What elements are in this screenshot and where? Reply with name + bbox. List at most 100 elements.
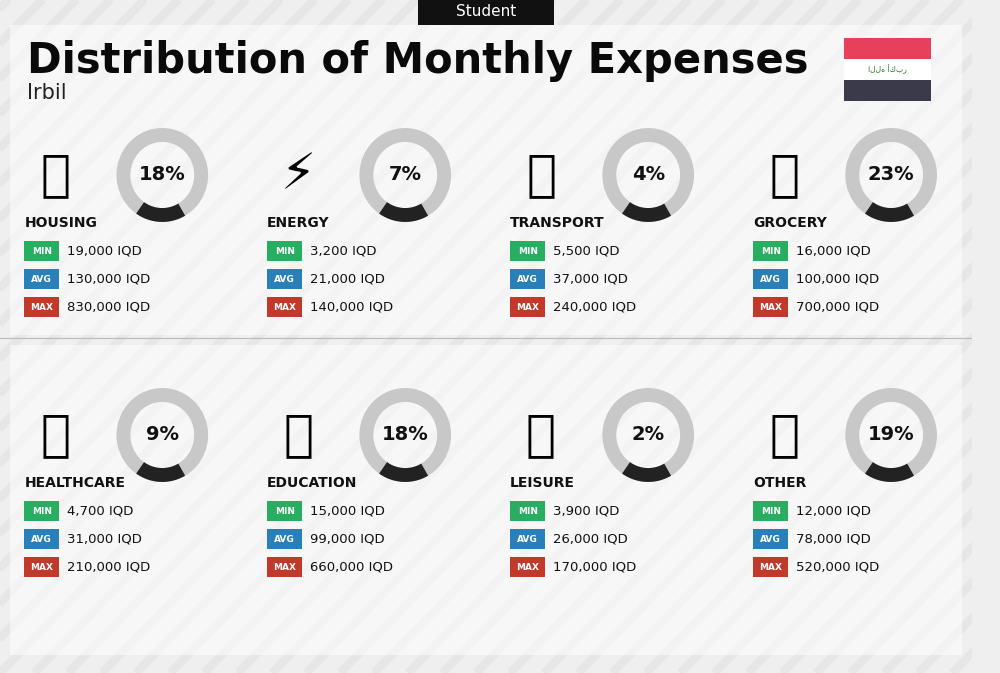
Text: MAX: MAX bbox=[273, 563, 296, 571]
Text: MIN: MIN bbox=[275, 246, 295, 256]
Text: MAX: MAX bbox=[30, 563, 53, 571]
Text: 🚌: 🚌 bbox=[526, 151, 556, 199]
FancyBboxPatch shape bbox=[753, 269, 788, 289]
FancyBboxPatch shape bbox=[24, 501, 59, 521]
FancyBboxPatch shape bbox=[24, 269, 59, 289]
Text: Irbil: Irbil bbox=[27, 83, 67, 103]
FancyBboxPatch shape bbox=[267, 529, 302, 549]
FancyBboxPatch shape bbox=[267, 269, 302, 289]
FancyBboxPatch shape bbox=[267, 501, 302, 521]
Text: 🛍️: 🛍️ bbox=[526, 411, 556, 459]
Text: MAX: MAX bbox=[516, 563, 539, 571]
Text: ⚡: ⚡ bbox=[281, 151, 316, 199]
FancyBboxPatch shape bbox=[510, 557, 545, 577]
FancyBboxPatch shape bbox=[510, 529, 545, 549]
Text: MIN: MIN bbox=[275, 507, 295, 516]
Text: MAX: MAX bbox=[759, 563, 782, 571]
Text: 660,000 IQD: 660,000 IQD bbox=[310, 561, 393, 573]
Text: HEALTHCARE: HEALTHCARE bbox=[24, 476, 125, 490]
Text: 78,000 IQD: 78,000 IQD bbox=[796, 532, 871, 546]
Text: GROCERY: GROCERY bbox=[753, 216, 827, 230]
FancyBboxPatch shape bbox=[267, 557, 302, 577]
FancyBboxPatch shape bbox=[24, 241, 59, 261]
Text: EDUCATION: EDUCATION bbox=[267, 476, 358, 490]
FancyBboxPatch shape bbox=[510, 501, 545, 521]
Text: 37,000 IQD: 37,000 IQD bbox=[553, 273, 628, 285]
Text: 100,000 IQD: 100,000 IQD bbox=[796, 273, 879, 285]
FancyBboxPatch shape bbox=[753, 529, 788, 549]
FancyBboxPatch shape bbox=[844, 80, 931, 101]
FancyBboxPatch shape bbox=[510, 297, 545, 317]
Text: 18%: 18% bbox=[139, 166, 186, 184]
Text: 🏥: 🏥 bbox=[40, 411, 70, 459]
FancyBboxPatch shape bbox=[24, 529, 59, 549]
Text: Student: Student bbox=[456, 5, 516, 20]
Text: 210,000 IQD: 210,000 IQD bbox=[67, 561, 150, 573]
Text: MIN: MIN bbox=[518, 246, 538, 256]
Text: AVG: AVG bbox=[760, 534, 781, 544]
Text: 19%: 19% bbox=[868, 425, 914, 444]
Text: AVG: AVG bbox=[517, 534, 538, 544]
Text: ENERGY: ENERGY bbox=[267, 216, 330, 230]
FancyBboxPatch shape bbox=[24, 557, 59, 577]
Text: 7%: 7% bbox=[389, 166, 422, 184]
FancyBboxPatch shape bbox=[510, 241, 545, 261]
Text: 170,000 IQD: 170,000 IQD bbox=[553, 561, 636, 573]
Text: 830,000 IQD: 830,000 IQD bbox=[67, 301, 150, 314]
Text: MAX: MAX bbox=[516, 302, 539, 312]
Text: MIN: MIN bbox=[32, 246, 52, 256]
Text: AVG: AVG bbox=[760, 275, 781, 283]
Text: 🎓: 🎓 bbox=[283, 411, 313, 459]
Text: 99,000 IQD: 99,000 IQD bbox=[310, 532, 385, 546]
FancyBboxPatch shape bbox=[844, 38, 931, 59]
Text: 5,500 IQD: 5,500 IQD bbox=[553, 244, 619, 258]
Text: AVG: AVG bbox=[517, 275, 538, 283]
Text: MIN: MIN bbox=[761, 246, 781, 256]
FancyBboxPatch shape bbox=[753, 297, 788, 317]
FancyBboxPatch shape bbox=[510, 269, 545, 289]
Text: MIN: MIN bbox=[761, 507, 781, 516]
FancyBboxPatch shape bbox=[267, 241, 302, 261]
Text: 4%: 4% bbox=[632, 166, 665, 184]
FancyBboxPatch shape bbox=[844, 59, 931, 80]
FancyBboxPatch shape bbox=[753, 501, 788, 521]
Text: 🏢: 🏢 bbox=[40, 151, 70, 199]
Text: 520,000 IQD: 520,000 IQD bbox=[796, 561, 879, 573]
Text: 700,000 IQD: 700,000 IQD bbox=[796, 301, 879, 314]
Text: 140,000 IQD: 140,000 IQD bbox=[310, 301, 393, 314]
Text: MAX: MAX bbox=[759, 302, 782, 312]
Text: MIN: MIN bbox=[32, 507, 52, 516]
Text: 23%: 23% bbox=[868, 166, 914, 184]
Text: 💰: 💰 bbox=[769, 411, 799, 459]
Text: TRANSPORT: TRANSPORT bbox=[510, 216, 605, 230]
Text: 4,700 IQD: 4,700 IQD bbox=[67, 505, 133, 518]
FancyBboxPatch shape bbox=[10, 345, 962, 655]
Text: HOUSING: HOUSING bbox=[24, 216, 97, 230]
Text: MAX: MAX bbox=[273, 302, 296, 312]
Text: 3,200 IQD: 3,200 IQD bbox=[310, 244, 377, 258]
Text: AVG: AVG bbox=[31, 275, 52, 283]
Text: 21,000 IQD: 21,000 IQD bbox=[310, 273, 385, 285]
Text: 130,000 IQD: 130,000 IQD bbox=[67, 273, 150, 285]
Text: 18%: 18% bbox=[382, 425, 429, 444]
Text: 12,000 IQD: 12,000 IQD bbox=[796, 505, 871, 518]
Text: LEISURE: LEISURE bbox=[510, 476, 575, 490]
Text: 16,000 IQD: 16,000 IQD bbox=[796, 244, 871, 258]
Text: 2%: 2% bbox=[632, 425, 665, 444]
Text: AVG: AVG bbox=[274, 534, 295, 544]
FancyBboxPatch shape bbox=[10, 25, 962, 335]
FancyBboxPatch shape bbox=[753, 241, 788, 261]
Text: 19,000 IQD: 19,000 IQD bbox=[67, 244, 142, 258]
Text: Distribution of Monthly Expenses: Distribution of Monthly Expenses bbox=[27, 40, 809, 82]
Text: 31,000 IQD: 31,000 IQD bbox=[67, 532, 142, 546]
Text: MIN: MIN bbox=[518, 507, 538, 516]
FancyBboxPatch shape bbox=[267, 297, 302, 317]
Text: 240,000 IQD: 240,000 IQD bbox=[553, 301, 636, 314]
FancyBboxPatch shape bbox=[24, 297, 59, 317]
Text: OTHER: OTHER bbox=[753, 476, 807, 490]
FancyBboxPatch shape bbox=[418, 0, 554, 25]
Text: 26,000 IQD: 26,000 IQD bbox=[553, 532, 628, 546]
Text: الله أكبر: الله أكبر bbox=[868, 65, 907, 75]
Text: MAX: MAX bbox=[30, 302, 53, 312]
Text: AVG: AVG bbox=[274, 275, 295, 283]
